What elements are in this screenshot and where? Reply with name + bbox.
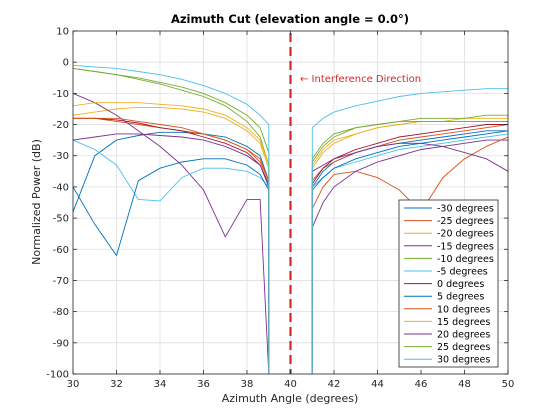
interference-annotation: ← Interference Direction <box>300 74 421 85</box>
x-tick-label: 46 <box>415 379 428 390</box>
legend-label: 5 degrees <box>437 292 484 303</box>
x-axis-label: Azimuth Angle (degrees) <box>222 392 359 405</box>
legend-label: -30 degrees <box>437 204 494 215</box>
series-lines <box>73 64 508 374</box>
chart-title: Azimuth Cut (elevation angle = 0.0°) <box>171 12 409 26</box>
legend-label: -10 degrees <box>437 254 494 265</box>
series-line-right <box>311 142 508 374</box>
legend-label: 10 degrees <box>437 304 490 315</box>
x-tick-label: 36 <box>197 379 210 390</box>
y-tick-label: -10 <box>53 89 69 100</box>
legend-label: -15 degrees <box>437 241 494 252</box>
x-tick-label: 40 <box>284 379 297 390</box>
series-line-left <box>73 117 270 374</box>
series-line-left <box>73 102 270 374</box>
series-line-left <box>73 158 270 374</box>
y-tick-label: 0 <box>63 58 69 69</box>
series-line-left <box>73 106 270 374</box>
x-tick-label: 44 <box>371 379 384 390</box>
series-group <box>73 64 508 374</box>
y-tick-label: -30 <box>53 151 69 162</box>
series-line-right <box>311 139 508 374</box>
series-line-right <box>311 124 508 374</box>
legend-label: 30 degrees <box>437 355 490 366</box>
x-tick-label: 34 <box>154 379 167 390</box>
legend-label: 20 degrees <box>437 330 490 341</box>
legend-label: 25 degrees <box>437 342 490 353</box>
series-line-left <box>73 92 270 374</box>
x-tick-labels: 30 32 34 36 38 40 42 44 46 48 50 <box>67 379 515 390</box>
legend-label: -5 degrees <box>437 267 488 278</box>
y-axis-label: Normalized Power (dB) <box>30 139 43 265</box>
y-tick-label: -100 <box>46 370 69 381</box>
series-line-left <box>73 117 270 374</box>
legend-label: -20 degrees <box>437 229 494 240</box>
series-line-left <box>73 131 270 374</box>
series-line-right <box>311 88 508 374</box>
series-line-right <box>311 136 508 374</box>
x-tick-label: 42 <box>328 379 341 390</box>
series-line-left <box>73 139 270 374</box>
legend-label: 0 degrees <box>437 279 484 290</box>
x-tick-label: 38 <box>241 379 254 390</box>
series-line-left <box>73 64 270 374</box>
x-tick-label: 32 <box>110 379 123 390</box>
y-tick-label: -20 <box>53 120 69 131</box>
x-tick-label: 48 <box>458 379 471 390</box>
y-tick-label: -90 <box>53 338 69 349</box>
series-line-left <box>73 133 270 374</box>
y-tick-label: -60 <box>53 245 69 256</box>
axis-ticks <box>72 30 509 375</box>
x-tick-label: 30 <box>67 379 80 390</box>
series-line-right <box>311 120 508 374</box>
y-tick-label: -40 <box>53 182 69 193</box>
series-line-right <box>311 130 508 374</box>
y-tick-label: -80 <box>53 307 69 318</box>
y-tick-label: -50 <box>53 214 69 225</box>
legend-label: -25 degrees <box>437 216 494 227</box>
series-line-left <box>73 67 270 374</box>
legend: -30 degrees-25 degrees -20 degrees-15 deg… <box>398 199 499 368</box>
x-tick-label: 50 <box>502 379 515 390</box>
y-tick-label: -70 <box>53 276 69 287</box>
legend-label: 15 degrees <box>437 317 490 328</box>
y-tick-label: 10 <box>56 27 69 38</box>
legend-items: -30 degrees-25 degrees -20 degrees-15 deg… <box>404 204 494 366</box>
